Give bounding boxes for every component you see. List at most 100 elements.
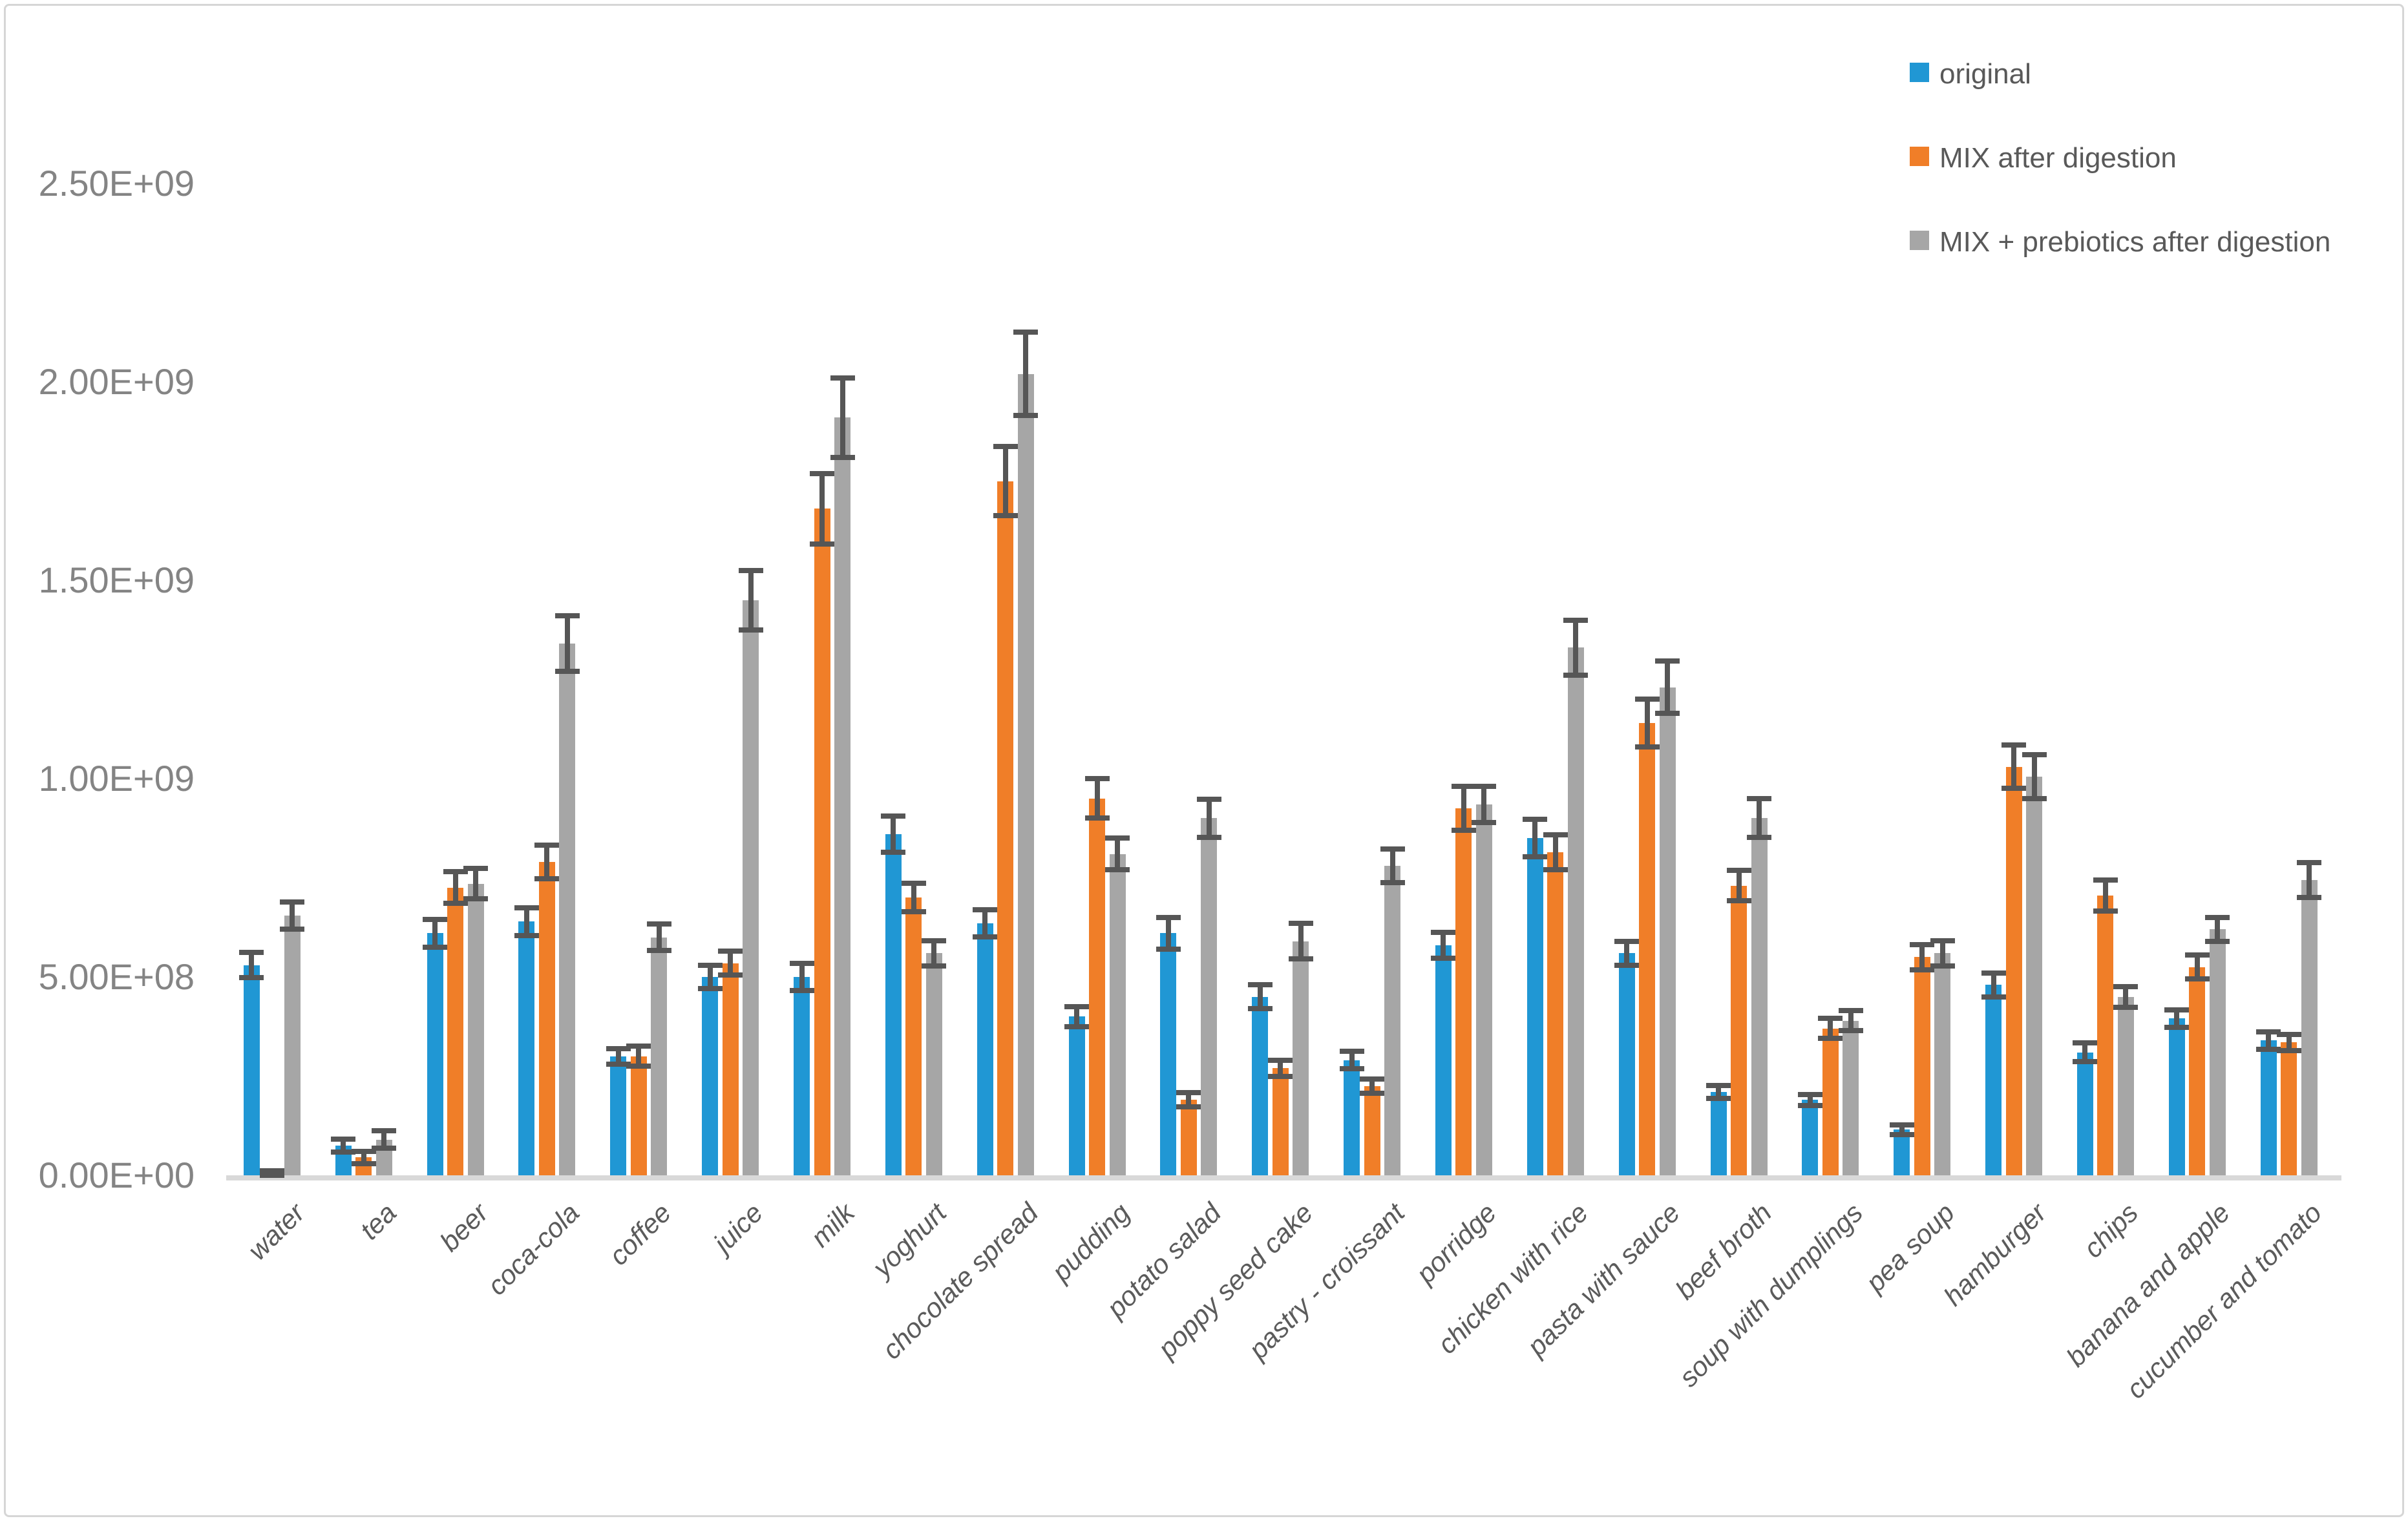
plot-area: 0.00E+00 5.00E+08 1.00E+09 1.50E+09 2.00E+09… [6,6,2403,1511]
y-tick-label: 1.00E+09 [38,758,195,799]
error-bar-cap [1247,982,1273,988]
error-bar-cap [697,962,723,968]
error-bar-cap [259,1168,284,1173]
error-bar-cap [2001,786,2027,792]
error-bar-cap [351,1149,376,1155]
bar-pastry-croissant-original [1344,1060,1360,1175]
error-bar-line [656,923,662,951]
error-bar-cap [606,1062,631,1067]
error-bar-cap [463,896,489,902]
error-bar-cap [2297,859,2322,865]
bar-coca-cola-mix-prebiotics-after-digestion [559,644,576,1175]
error-bar-cap [1339,1049,1364,1054]
bar-chips-mix-after-digestion [2097,896,2114,1175]
bar-porridge-mix-prebiotics-after-digestion [1475,804,1492,1175]
legend-label: MIX + prebiotics after digestion [1939,226,2331,258]
error-bar-cap [1064,1023,1090,1029]
bar-beer-mix-after-digestion [447,887,464,1175]
error-bar-cap [993,512,1018,518]
error-bar-line [891,816,896,852]
bar-coca-cola-mix-after-digestion [538,861,555,1175]
error-bar-line [1298,923,1304,960]
error-bar-cap [2184,976,2210,982]
error-bar-cap [718,972,743,978]
error-bar-line [1369,1078,1375,1093]
error-bar-cap [1472,783,1497,789]
error-bar-cap [1838,1027,1863,1033]
error-bar-cap [1543,866,1568,872]
error-bar-cap [1196,834,1221,840]
error-bar-cap [1838,1008,1863,1014]
error-bar-line [564,616,570,672]
bar-chips-original [2076,1052,2093,1175]
bar-porridge-mix-after-digestion [1455,808,1472,1175]
error-bar-cap [1747,796,1772,802]
error-bar-cap [626,1064,651,1069]
error-bar-cap [1451,827,1476,833]
error-bar-cap [1981,970,2006,976]
error-bar-cap [1380,879,1405,885]
bar-beer-original [427,933,443,1175]
error-bar-cap [280,926,305,932]
error-bar-cap [2022,795,2047,801]
error-bar-line [2011,744,2017,789]
bar-porridge-original [1435,945,1452,1175]
error-bar-line [1441,932,1446,959]
error-bar-line [819,474,825,544]
error-bar-cap [789,988,814,994]
error-bar-line [1389,849,1395,883]
error-bar-cap [718,949,743,954]
error-bar-cap [2184,952,2210,958]
error-bar-cap [351,1160,376,1166]
error-bar-cap [1380,846,1405,852]
error-bar-line [840,377,845,457]
error-bar-line [1186,1093,1192,1107]
error-bar-line [2266,1031,2272,1049]
error-bar-cap [239,949,264,955]
bar-water-original [243,965,260,1175]
bar-potato-salad-mix-after-digestion [1180,1100,1197,1175]
error-bar-cap [423,916,448,922]
bar-potato-salad-mix-prebiotics-after-digestion [1201,818,1218,1175]
error-bar-line [1206,799,1212,837]
error-bar-cap [738,627,763,633]
bar-cucumber-and-tomato-mix-prebiotics-after-digestion [2301,879,2318,1175]
bar-milk-original [794,977,810,1175]
error-bar-cap [514,905,539,910]
bar-poppy-seed-cake-mix-prebiotics-after-digestion [1293,941,1309,1175]
error-bar-line [1939,940,1945,966]
error-bar-cap [372,1146,397,1151]
bar-coffee-original [610,1056,627,1175]
error-bar-cap [259,1173,284,1178]
bar-beef-broth-original [1710,1092,1727,1175]
bar-pastry-croissant-mix-after-digestion [1364,1086,1380,1175]
bar-banana-and-apple-original [2168,1018,2185,1175]
bar-juice-mix-prebiotics-after-digestion [743,600,759,1175]
chart-frame: 0.00E+00 5.00E+08 1.00E+09 1.50E+09 2.00E+09… [4,4,2404,1517]
error-bar-cap [1563,618,1589,623]
error-bar-cap [2256,1046,2281,1052]
error-bar-cap [331,1149,356,1155]
error-bar-line [1349,1051,1355,1069]
bar-pasta-with-sauce-mix-after-digestion [1639,723,1656,1175]
error-bar-line [1757,799,1762,838]
error-bar-line [473,868,479,899]
legend-swatch-mix-prebiotics-after-digestion [1910,231,1929,250]
error-bar-line [799,963,805,991]
bar-yoghurt-mix-after-digestion [905,897,922,1175]
error-bar-line [1002,446,1008,516]
error-bar-line [1848,1011,1854,1031]
error-bar-cap [810,541,835,547]
error-bar-cap [2276,1032,2301,1038]
error-bar-line [341,1139,346,1152]
bar-juice-original [702,977,719,1175]
error-bar-cap [1156,914,1181,920]
bar-soup-with-dumplings-original [1802,1100,1819,1175]
error-bar-cap [993,444,1018,450]
error-bar-cap [1930,938,1955,943]
error-bar-cap [646,921,671,927]
error-bar-cap [2073,1040,2098,1045]
error-bar-cap [1360,1090,1385,1096]
error-bar-cap [1064,1004,1090,1010]
bar-poppy-seed-cake-mix-after-digestion [1272,1068,1289,1175]
